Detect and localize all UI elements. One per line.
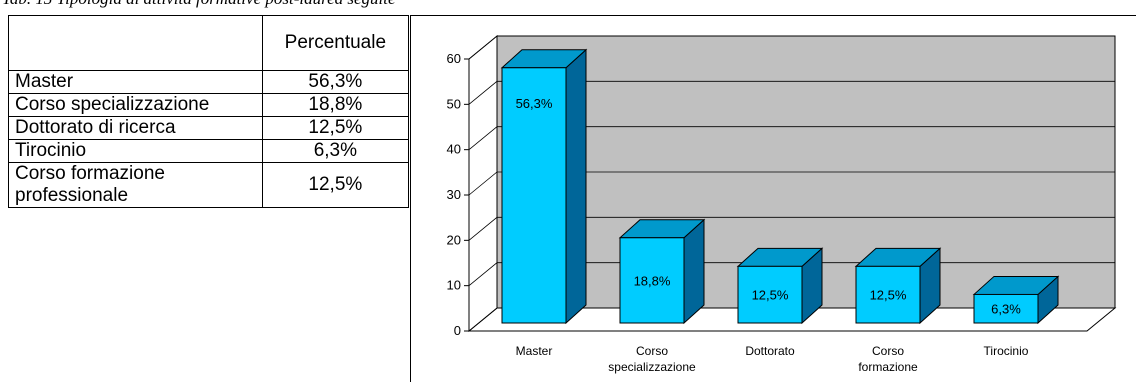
bar — [501, 67, 567, 324]
x-tick-label: formazione — [858, 360, 918, 374]
x-tick-label: Corso — [636, 344, 668, 358]
gridline — [468, 126, 1115, 150]
y-tick-label: 0 — [454, 323, 461, 338]
data-label: 18,8% — [634, 273, 671, 288]
data-label: 12,5% — [870, 288, 907, 303]
x-tick-label: specializzazione — [608, 360, 696, 374]
table-row: Corso formazione professionale 12,5% — [8, 162, 410, 208]
x-tick-label: Corso — [872, 344, 904, 358]
row-value: 18,8% — [261, 93, 410, 117]
data-label: 12,5% — [752, 288, 789, 303]
bar — [619, 237, 685, 324]
row-label: Dottorato di ricerca — [8, 116, 263, 140]
row-value: 12,5% — [261, 162, 410, 208]
table-row: Dottorato di ricerca 12,5% — [8, 116, 410, 140]
table-row: Corso specializzazione 18,8% — [8, 93, 410, 117]
bar-chart: 0 10 20 30 40 50 60 56,3% Master 18,8% Corso specia… — [410, 15, 1136, 382]
row-value: 12,5% — [261, 116, 410, 140]
data-label: 56,3% — [516, 96, 553, 111]
x-tick-label: Tirocinio — [984, 344, 1029, 358]
y-tick-label: 20 — [447, 232, 461, 247]
bar-chart-svg: 0 10 20 30 40 50 60 56,3% Master 18,8% Corso specia… — [447, 34, 1117, 374]
data-label: 6,3% — [991, 302, 1021, 317]
bar-side — [565, 48, 587, 325]
row-value: 6,3% — [261, 139, 410, 163]
y-tick-label: 60 — [447, 51, 461, 66]
y-tick-label: 30 — [447, 187, 461, 202]
gridline — [468, 171, 1115, 196]
table-row: Master 56,3% — [8, 70, 410, 94]
y-tick-label: 40 — [447, 142, 461, 157]
row-label: Corso specializzazione — [8, 93, 263, 117]
row-label: Tirocinio — [8, 139, 263, 163]
gridline — [468, 80, 1115, 105]
y-tick-label: 50 — [447, 96, 461, 111]
table-caption: Tab. 13 Tipologia di attività formative … — [2, 0, 396, 9]
bar — [855, 265, 921, 324]
y-tick-label: 10 — [447, 278, 461, 293]
bar — [737, 265, 803, 324]
table-header-row: Percentuale — [8, 15, 410, 71]
percentage-table: Percentuale Master 56,3% Corso specializ… — [8, 15, 410, 208]
x-tick-label: Master — [516, 344, 553, 358]
row-label: Master — [8, 70, 263, 94]
bar — [973, 293, 1039, 324]
gridline — [468, 35, 1115, 60]
row-label: Corso formazione professionale — [8, 162, 263, 208]
header-empty-cell — [8, 15, 263, 71]
x-tick-label: Dottorato — [745, 344, 795, 358]
row-value: 56,3% — [261, 70, 410, 94]
gridline — [468, 216, 1115, 241]
table-row: Tirocinio 6,3% — [8, 139, 410, 163]
header-percentuale: Percentuale — [261, 15, 410, 71]
